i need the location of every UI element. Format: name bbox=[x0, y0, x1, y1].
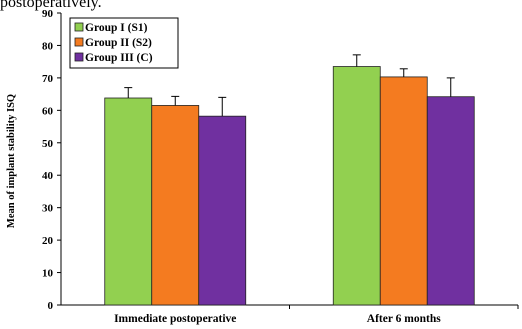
legend-swatch bbox=[74, 52, 84, 62]
y-axis: 0 10 20 30 40 50 60 70 80 90 bbox=[42, 8, 62, 312]
y-tick-label: 20 bbox=[42, 235, 54, 247]
y-tick-label: 40 bbox=[42, 170, 54, 182]
legend-swatch bbox=[74, 22, 84, 32]
top-text-fragment: postoperatively. bbox=[0, 0, 102, 11]
bar-1-1 bbox=[104, 97, 153, 306]
bar-3-2 bbox=[426, 96, 475, 306]
x-axis: Immediate postoperative After 6 months bbox=[61, 304, 519, 325]
legend-label: Group III (C) bbox=[85, 52, 153, 64]
y-tick-label: 70 bbox=[42, 73, 54, 85]
legend-swatch bbox=[74, 37, 84, 47]
y-tick-label: 90 bbox=[42, 8, 54, 20]
legend-box bbox=[69, 17, 179, 69]
bars bbox=[104, 66, 475, 306]
legend: Group I (S1) Group II (S2) Group III (C) bbox=[69, 17, 179, 69]
x-category-label: After 6 months bbox=[367, 313, 441, 325]
bar-2-1 bbox=[151, 105, 200, 306]
y-tick-label: 80 bbox=[42, 40, 54, 52]
y-axis-title: Mean of implant stability ISQ bbox=[6, 94, 17, 228]
bar-2-2 bbox=[379, 76, 428, 306]
error-bars bbox=[124, 54, 455, 117]
legend-label: Group I (S1) bbox=[85, 22, 148, 34]
x-category-label: Immediate postoperative bbox=[114, 313, 236, 325]
legend-label: Group II (S2) bbox=[85, 37, 152, 49]
y-tick-label: 50 bbox=[42, 138, 54, 150]
y-tick-label: 10 bbox=[42, 268, 54, 280]
bar-3-1 bbox=[198, 115, 247, 306]
bar-1-2 bbox=[332, 66, 381, 306]
y-tick-label: 0 bbox=[48, 300, 54, 312]
y-tick-label: 30 bbox=[42, 203, 54, 215]
y-tick-label: 60 bbox=[42, 105, 54, 117]
